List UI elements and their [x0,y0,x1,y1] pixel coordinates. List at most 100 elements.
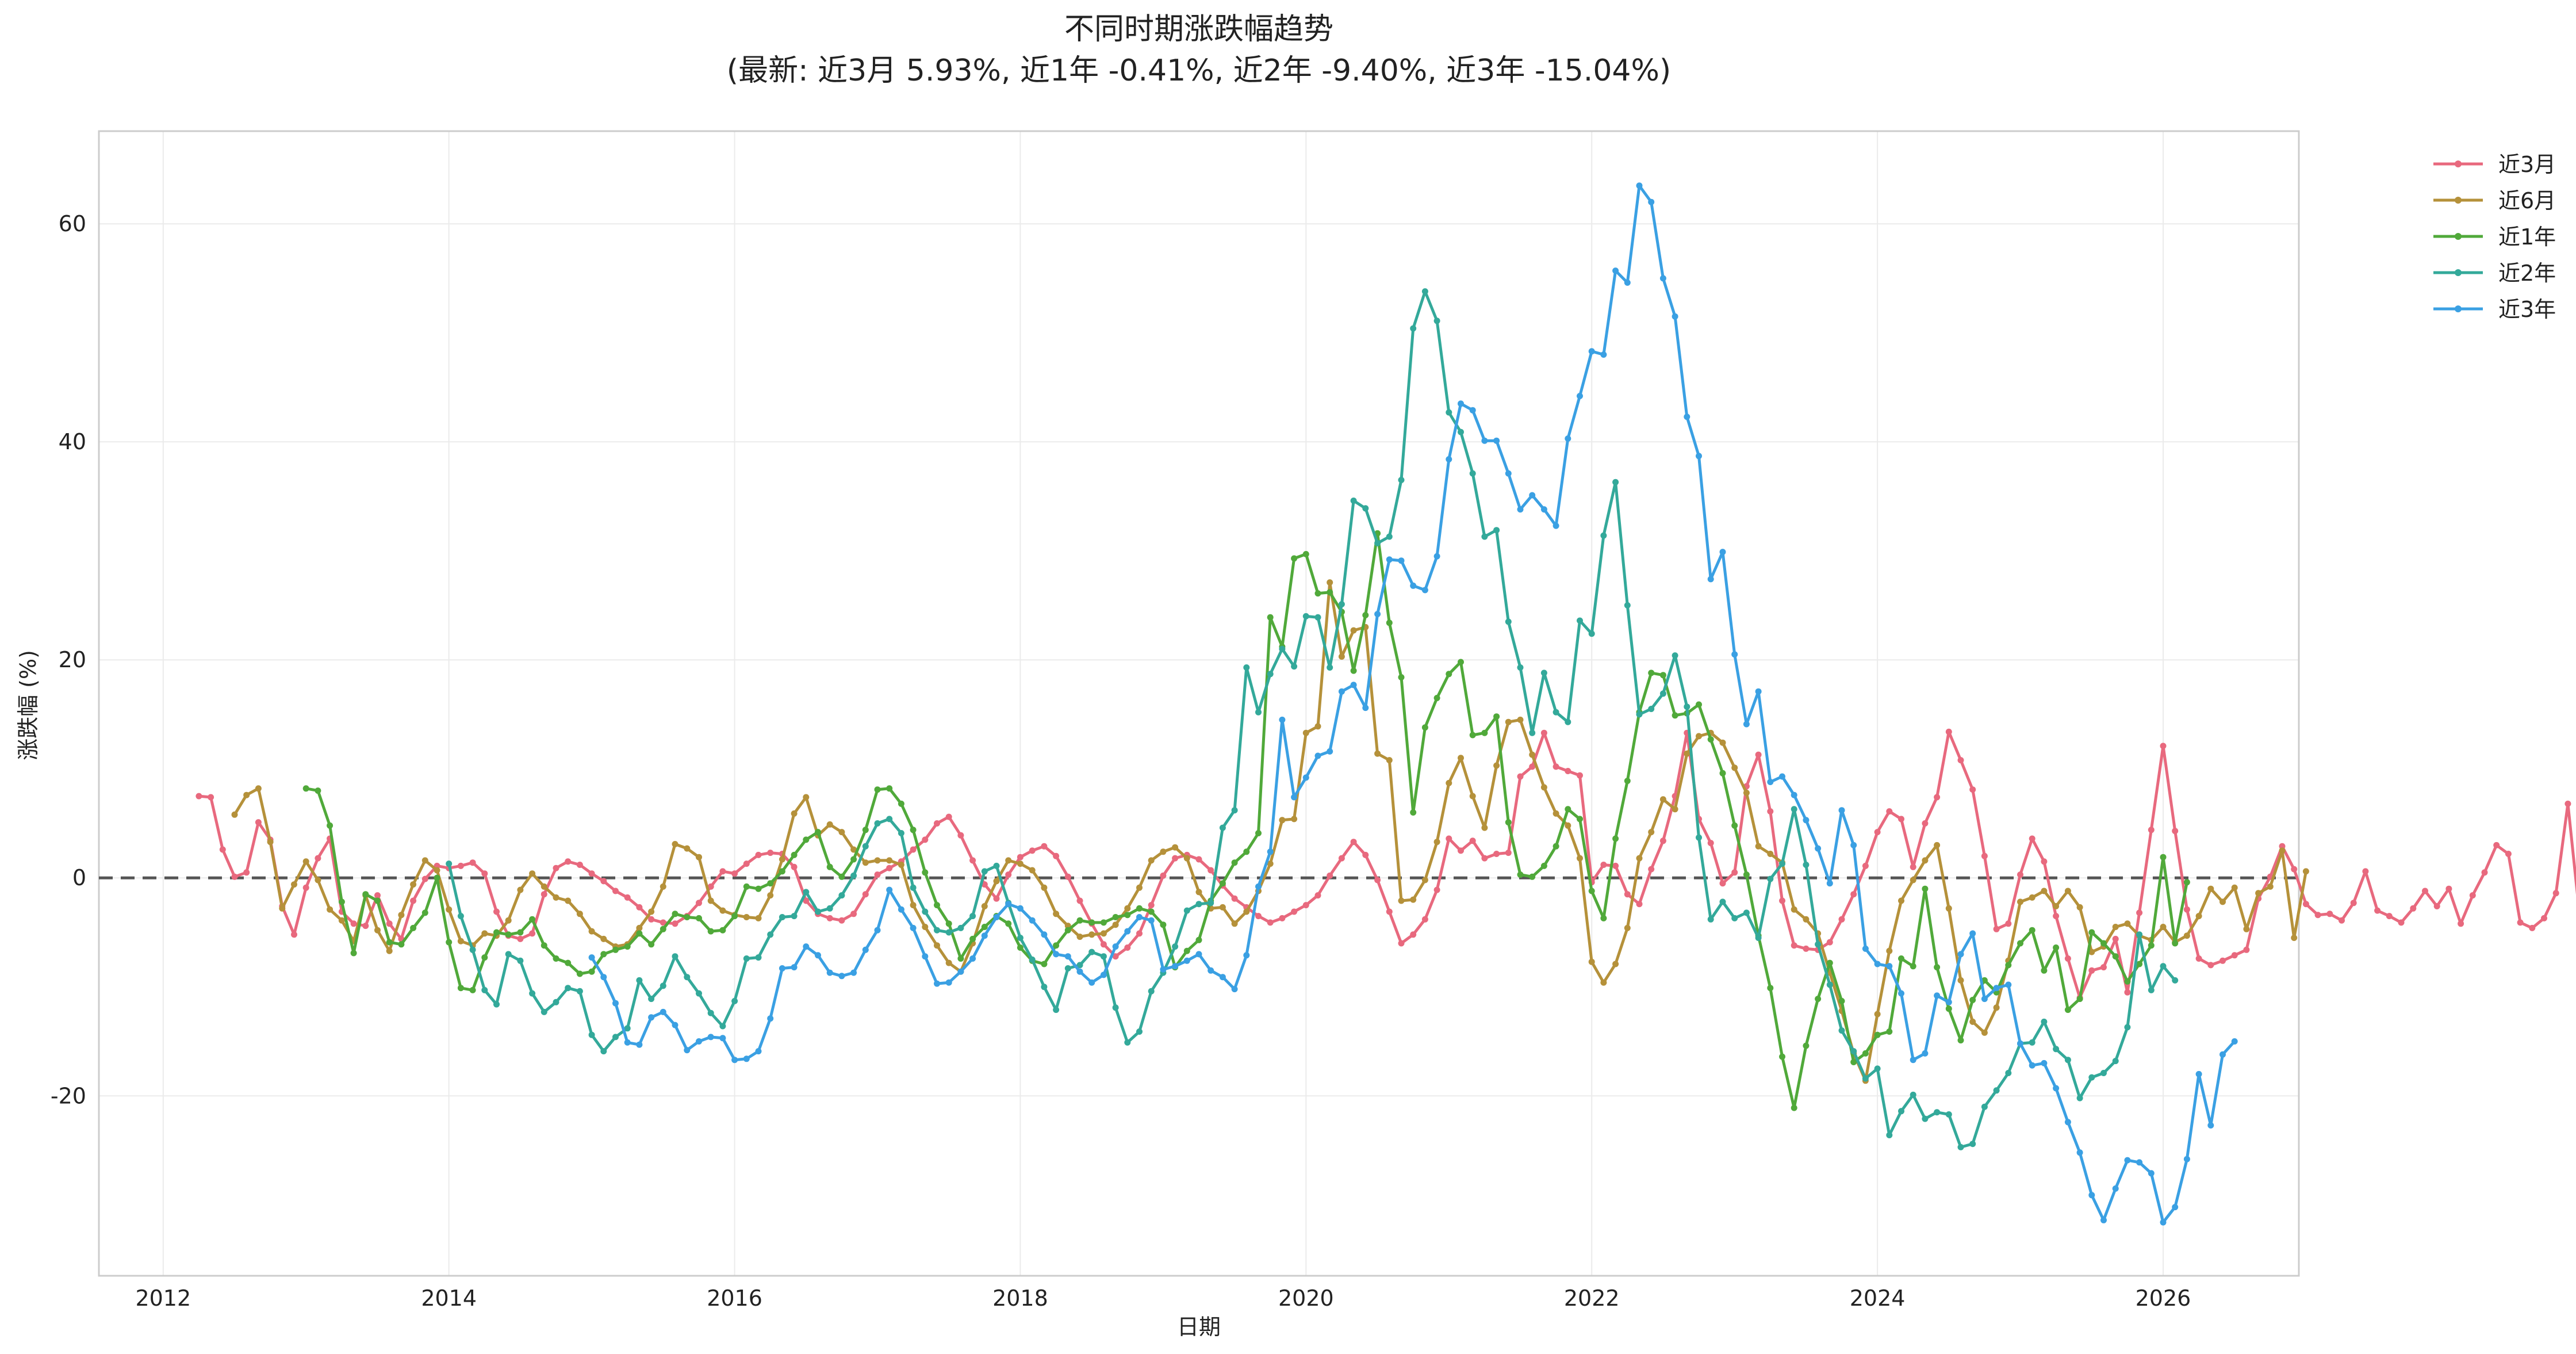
data-point [1707,840,1714,847]
data-point [481,986,488,993]
data-point [743,914,750,920]
data-point [660,925,666,932]
data-point [2100,940,2107,947]
data-point [1779,773,1785,780]
data-point [1136,914,1143,920]
data-point [755,1048,762,1055]
data-point [2231,884,2238,891]
data-point [1219,824,1226,831]
data-point [874,927,881,934]
data-point [469,946,476,953]
data-point [945,920,952,927]
data-point [2339,917,2345,924]
data-point [838,829,845,836]
data-point [648,941,655,948]
data-point [1231,986,1238,993]
data-point [588,1031,595,1038]
data-point [231,811,238,818]
data-point [719,1023,726,1030]
data-point [707,883,714,890]
y-tick-label: 40 [59,429,86,454]
data-point [1291,816,1298,823]
data-point [803,897,810,904]
legend-marker [2455,160,2462,167]
data-point [1183,957,1190,964]
data-point [2088,1074,2095,1081]
data-point [1815,996,1822,1003]
data-point [1064,873,1071,880]
y-tick-label: -20 [51,1083,86,1108]
data-point [2445,885,2452,892]
data-point [1017,860,1023,867]
data-point [1302,902,1309,909]
data-point [1446,835,1452,842]
series-1 [195,728,2576,1001]
data-point [291,931,297,938]
plot-border [98,130,2300,1277]
data-point [648,996,655,1003]
data-point [2017,1040,2023,1047]
data-point [1338,601,1345,607]
data-point [1279,716,1286,723]
series-2 [231,579,2309,1084]
data-point [1577,393,1583,399]
data-point [1624,924,1631,931]
data-point [1624,891,1631,898]
data-point [815,908,821,915]
data-point [874,786,881,793]
data-point [1160,921,1167,928]
data-point [1767,875,1774,882]
data-point [898,906,904,913]
legend-marker [2455,233,2462,240]
series-3 [302,530,2190,1111]
data-point [1124,905,1131,912]
data-point [1255,709,1262,716]
data-point [1255,830,1262,836]
data-point [1862,1050,1869,1057]
data-point [1910,963,1916,970]
data-point [1314,892,1321,899]
data-point [1124,928,1131,935]
data-point [1053,911,1060,917]
data-point [1267,860,1274,867]
data-point [2469,892,2476,899]
legend-label: 近3年 [2498,297,2556,322]
data-point [1350,667,1357,674]
data-point [2124,1024,2131,1031]
data-point [2112,1185,2119,1192]
data-point [2195,1070,2202,1077]
data-point [1064,965,1071,971]
data-point [2136,1159,2143,1166]
data-point [838,873,845,880]
data-point [2005,1070,2012,1076]
data-point [1136,1028,1143,1035]
data-point [1469,793,1476,800]
data-point [315,787,321,794]
data-point [1886,808,1893,815]
data-point [1005,871,1012,878]
data-point [1969,1018,1976,1025]
data-point [1243,848,1250,855]
data-point [255,819,262,826]
data-point [1064,927,1071,934]
data-point [1934,964,1941,971]
data-point [1136,884,1143,891]
data-point [255,785,262,792]
data-point [2064,1057,2071,1064]
data-point [1922,1050,1929,1057]
data-point [1421,288,1428,295]
legend-label: 近3月 [2498,152,2556,177]
data-point [1922,820,1929,827]
data-point [1552,522,1559,529]
data-point [374,897,381,904]
data-point [457,938,464,944]
data-point [1957,951,1964,958]
data-point [529,930,536,937]
data-point [1314,752,1321,759]
data-point [612,1000,619,1007]
data-point [1672,652,1678,659]
data-point [219,846,226,853]
data-point [1826,880,1833,887]
x-tick-label: 2020 [1278,1286,1334,1311]
data-point [1458,429,1464,435]
